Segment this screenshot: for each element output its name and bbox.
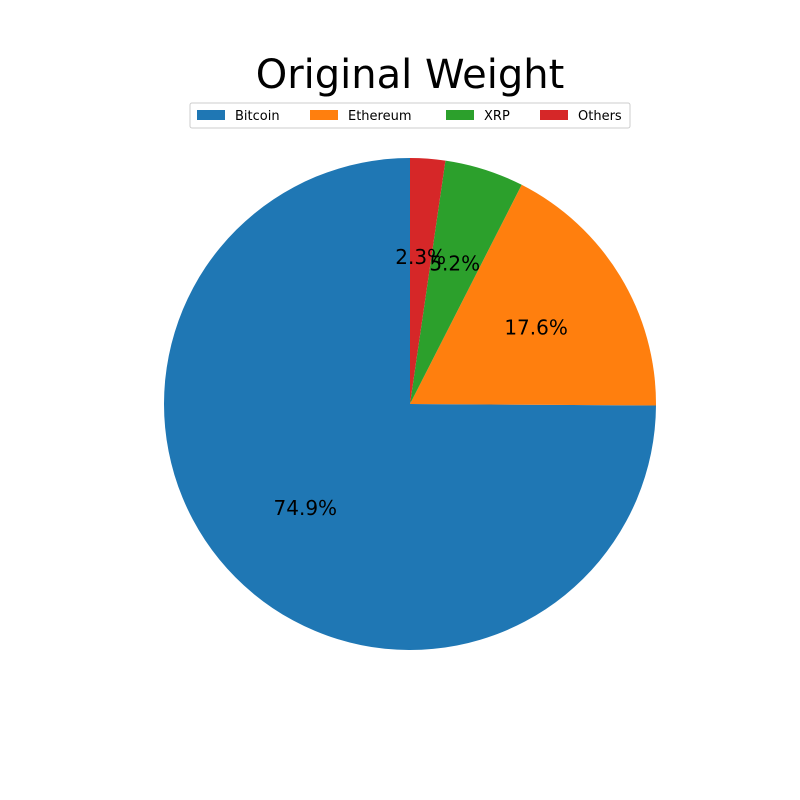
legend-swatch-bitcoin bbox=[197, 110, 225, 120]
pie-label-xrp: 5.2% bbox=[429, 251, 480, 275]
legend-item-ethereum: Ethereum bbox=[310, 109, 412, 124]
legend-item-others: Others bbox=[540, 109, 622, 124]
legend-box bbox=[189, 102, 631, 129]
legend-label-xrp: XRP bbox=[484, 109, 510, 124]
pie-label-bitcoin: 74.9% bbox=[274, 496, 338, 520]
pie-slice-xrp bbox=[410, 160, 522, 404]
legend-label-others: Others bbox=[578, 109, 622, 124]
legend-swatch-ethereum bbox=[310, 110, 338, 120]
legend-item-xrp: XRP bbox=[446, 109, 510, 124]
legend-item-bitcoin: Bitcoin bbox=[197, 109, 280, 124]
pie-percent-labels: 74.9% 17.6% 5.2%2.3% bbox=[274, 245, 568, 520]
pie-slice-ethereum bbox=[410, 184, 656, 406]
legend-label-ethereum: Ethereum bbox=[348, 109, 412, 124]
legend-items: Bitcoin Ethereum XRP Others bbox=[197, 109, 622, 124]
legend: Bitcoin Ethereum XRP Others bbox=[189, 102, 631, 129]
chart-title: Original Weight bbox=[256, 52, 565, 98]
pie-label-ethereum: 17.6% bbox=[504, 315, 568, 339]
legend-swatch-xrp bbox=[446, 110, 474, 120]
pie-slices bbox=[163, 158, 656, 650]
legend-label-bitcoin: Bitcoin bbox=[235, 109, 280, 124]
pie-slice-bitcoin bbox=[163, 158, 656, 650]
pie-label-others: 2.3% bbox=[395, 245, 446, 269]
pie-slice-others bbox=[410, 158, 446, 404]
legend-swatch-others bbox=[540, 110, 568, 120]
